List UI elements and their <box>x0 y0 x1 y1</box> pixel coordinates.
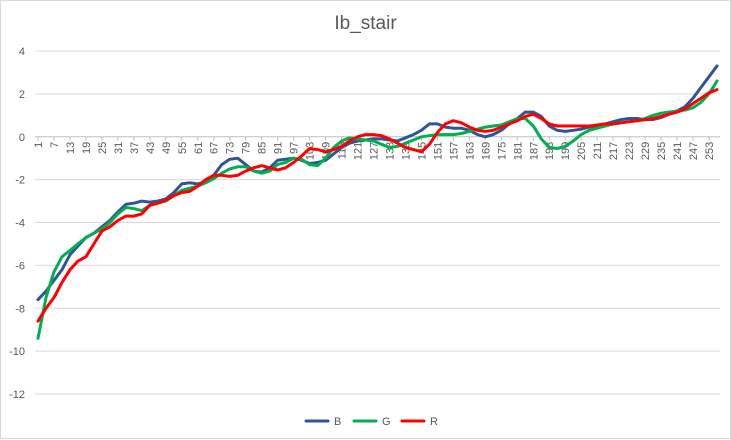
chart-title: Ib_stair <box>334 13 397 34</box>
x-tick-label: 181 <box>512 142 524 160</box>
x-tick-label: 133 <box>384 142 396 160</box>
x-tick-label: 61 <box>193 142 205 154</box>
x-tick-label: 19 <box>81 142 93 154</box>
x-tick-label: 121 <box>353 142 365 160</box>
y-tick-label: -8 <box>15 303 25 315</box>
x-tick-label: 205 <box>576 142 588 160</box>
x-tick-label: 211 <box>592 142 604 160</box>
series-line-r <box>36 88 719 323</box>
x-tick-label: 241 <box>672 142 684 160</box>
legend-label-g: G <box>382 416 391 428</box>
x-tick-label: 187 <box>528 142 540 160</box>
x-tick-label: 97 <box>289 142 301 154</box>
x-tick-label: 217 <box>608 142 620 160</box>
x-tick-label: 91 <box>273 142 285 154</box>
series-line-b <box>36 64 719 302</box>
x-tick-label: 73 <box>225 142 237 154</box>
x-tick-label: 103 <box>305 142 317 160</box>
x-tick-label: 223 <box>624 142 636 160</box>
x-tick-label: 163 <box>464 142 476 160</box>
x-tick-label: 43 <box>145 142 157 154</box>
x-tick-label: 79 <box>241 142 253 154</box>
x-tick-label: 67 <box>209 142 221 154</box>
x-tick-label: 25 <box>97 142 109 154</box>
x-tick-label: 157 <box>448 142 460 160</box>
y-tick-label: -4 <box>15 218 25 230</box>
y-tick-label: -6 <box>15 260 25 272</box>
x-tick-label: 85 <box>257 142 269 154</box>
x-tick-label: 49 <box>161 142 173 154</box>
x-tick-label: 253 <box>704 142 716 160</box>
x-tick-label: 229 <box>640 142 652 160</box>
x-tick-label: 247 <box>688 142 700 160</box>
y-tick-label: -12 <box>9 389 25 401</box>
x-tick-label: 127 <box>369 142 381 160</box>
x-tick-label: 55 <box>177 142 189 154</box>
x-tick-label: 13 <box>65 142 77 154</box>
x-tick-label: 31 <box>113 142 125 154</box>
x-tick-label: 151 <box>432 142 444 160</box>
x-tick-label: 175 <box>496 142 508 160</box>
y-tick-label: -2 <box>15 175 25 187</box>
y-tick-label: -10 <box>9 346 25 358</box>
y-tick-label: 0 <box>19 132 25 144</box>
x-tick-label: 235 <box>656 142 668 160</box>
legend-label-b: B <box>334 416 341 428</box>
x-tick-label: 169 <box>480 142 492 160</box>
y-tick-label: 4 <box>19 46 25 58</box>
y-tick-label: 2 <box>19 89 25 101</box>
x-tick-label: 1 <box>33 142 45 148</box>
x-tick-label: 37 <box>129 142 141 154</box>
x-tick-label: 7 <box>49 142 61 148</box>
legend-label-r: R <box>430 416 438 428</box>
series-line-g <box>36 79 719 340</box>
